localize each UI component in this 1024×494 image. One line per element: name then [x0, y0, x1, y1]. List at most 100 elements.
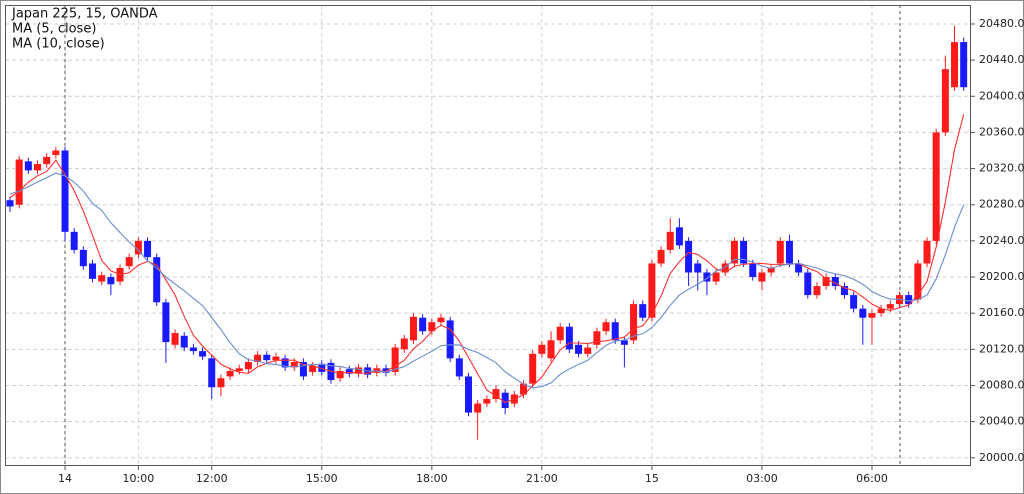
y-tick-label: 20480.0: [979, 17, 1024, 30]
y-tick-label: 20280.0: [979, 198, 1024, 211]
candle-body: [34, 164, 42, 171]
candle-body: [217, 378, 225, 388]
candle-body: [859, 308, 867, 318]
candle-body: [345, 369, 353, 374]
candle-body: [657, 249, 665, 264]
candle-body: [400, 338, 408, 350]
chart-title: Japan 225, 15, OANDA: [11, 7, 158, 22]
ma-line: [9, 114, 965, 404]
x-tick-label: 15:00: [306, 472, 338, 485]
candle-body: [134, 240, 142, 255]
candle-body: [685, 240, 693, 273]
candle-body: [428, 322, 436, 332]
candle-body: [281, 358, 289, 368]
candle-body: [61, 150, 69, 232]
candle-body: [749, 263, 757, 278]
candle-body: [593, 331, 601, 345]
candle-body: [263, 354, 271, 361]
plot-border: [5, 5, 971, 466]
candle-body: [144, 240, 152, 258]
candle-body: [272, 356, 280, 361]
candle-body: [620, 340, 628, 345]
candle-body: [712, 272, 720, 282]
candle-body: [354, 367, 362, 374]
candle-body: [565, 326, 573, 350]
candle-body: [914, 263, 922, 300]
candle-body: [538, 344, 546, 354]
candle-body: [886, 304, 894, 309]
candle-body: [804, 272, 812, 296]
candle-body: [840, 286, 848, 296]
candle-body: [455, 358, 463, 377]
x-tick-label: 03:00: [746, 472, 778, 485]
candle-body: [740, 240, 748, 264]
candle-body: [89, 263, 97, 279]
candle-body: [758, 272, 766, 282]
candle-body: [529, 353, 537, 384]
candle-body: [492, 389, 500, 400]
candle-body: [575, 344, 583, 354]
candle-body: [189, 347, 197, 352]
candle-body: [520, 383, 528, 395]
candle-body: [208, 358, 216, 388]
y-tick-label: 20320.0: [979, 162, 1024, 175]
candle-body: [171, 333, 179, 345]
y-tick-label: 20200.0: [979, 270, 1024, 283]
candle-body: [98, 275, 106, 282]
candle-body: [813, 286, 821, 296]
candle-body: [125, 257, 133, 267]
candle-body: [666, 231, 674, 250]
candle-body: [226, 371, 234, 377]
candle-body: [299, 361, 307, 377]
y-tick-label: 20440.0: [979, 53, 1024, 66]
candle-body: [703, 272, 711, 282]
candle-body: [547, 340, 555, 359]
candle-body: [446, 320, 454, 359]
candle-body: [923, 240, 931, 264]
candle-body: [309, 365, 317, 372]
candle-body: [79, 249, 87, 267]
candle-body: [419, 317, 427, 332]
x-tick-label: 14: [58, 472, 72, 485]
candle-body: [822, 277, 830, 287]
legend-entry: MA (5, close): [12, 22, 96, 37]
candle-body: [556, 326, 564, 341]
candle-body: [850, 295, 858, 309]
candle-body: [960, 42, 968, 88]
candle-body: [244, 361, 252, 370]
candle-body: [785, 240, 793, 264]
candle-body: [180, 335, 188, 348]
y-tick-label: 20000.0: [979, 451, 1024, 464]
candle-body: [932, 132, 940, 241]
y-tick-label: 20080.0: [979, 378, 1024, 391]
y-tick-label: 20120.0: [979, 342, 1024, 355]
y-tick-label: 20240.0: [979, 234, 1024, 247]
candle-body: [611, 322, 619, 341]
candle-body: [483, 399, 491, 404]
candle-body: [391, 347, 399, 372]
x-tick-label: 10:00: [123, 472, 155, 485]
candle-body: [721, 263, 729, 273]
candle-body: [602, 322, 610, 332]
candle-body: [199, 351, 207, 357]
candle-body: [675, 227, 683, 246]
candle-body: [437, 317, 445, 323]
x-tick-label: 12:00: [196, 472, 228, 485]
candle-body: [694, 263, 702, 273]
marks: [6, 25, 968, 440]
candle-body: [951, 42, 959, 88]
ma-line: [9, 172, 965, 389]
candle-body: [941, 69, 949, 133]
candle-body: [235, 368, 243, 372]
candle-body: [639, 304, 647, 318]
candle-body: [905, 295, 913, 305]
candle-body: [254, 354, 262, 362]
candle-body: [501, 392, 509, 409]
candle-body: [52, 150, 60, 156]
candle-body: [162, 302, 170, 343]
candle-body: [795, 263, 803, 273]
x-tick-label: 21:00: [526, 472, 558, 485]
